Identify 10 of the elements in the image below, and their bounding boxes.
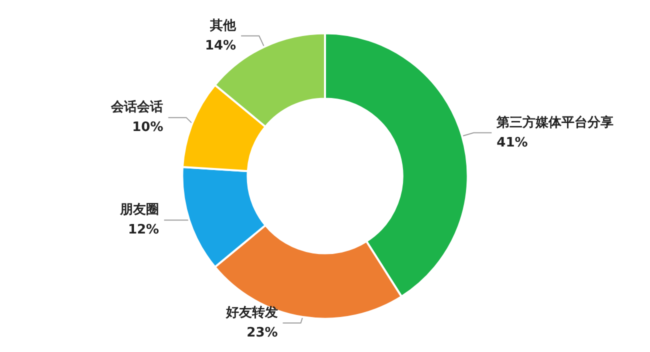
data-label: 23% [246,326,278,340]
slice-label: 朋友圈 [119,202,160,218]
slice-label: 好友转发 [224,306,278,320]
data-label: 10% [132,120,164,136]
data-label: 41% [496,135,528,150]
data-label: 12% [128,222,160,238]
data-label: 14% [204,38,236,54]
slice-label: 第三方媒体平台分享 [496,114,614,130]
slice-label: 其他 [209,18,238,34]
slice-label: 会话会话 [110,99,164,116]
